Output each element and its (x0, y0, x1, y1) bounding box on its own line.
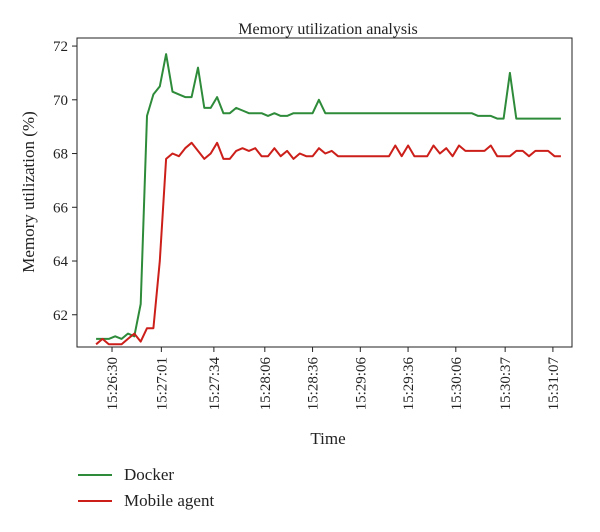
series-lines (95, 53, 561, 346)
x-axis-title: Time (310, 429, 345, 448)
x-tick-label: 15:31:07 (546, 357, 562, 411)
x-axis-ticks: 15:26:30 15:27:01 15:27:34 15:28:06 15:28:36… (105, 347, 562, 410)
x-tick-label: 15:29:06 (353, 357, 369, 411)
legend-swatch-docker (78, 474, 112, 476)
x-tick-label: 15:27:34 (207, 357, 223, 411)
legend-item-docker: Docker (78, 462, 214, 488)
y-tick-label: 66 (53, 200, 69, 216)
y-axis-ticks: 62 64 66 68 70 72 (53, 39, 77, 324)
series-line-docker (96, 53, 561, 340)
x-tick-label: 15:29:36 (401, 357, 417, 411)
legend-label-docker: Docker (124, 465, 175, 484)
y-axis-title: Memory utilization (%) (19, 111, 38, 272)
chart-title: Memory utilization analysis (238, 21, 418, 38)
y-tick-label: 70 (53, 93, 68, 109)
legend-item-mobile-agent: Mobile agent (78, 488, 214, 514)
x-tick-label: 15:28:06 (258, 357, 274, 411)
x-tick-label: 15:27:01 (154, 357, 170, 410)
x-tick-label: 15:30:37 (498, 357, 514, 411)
legend-swatch-mobile-agent (78, 500, 112, 502)
legend: Docker Mobile agent (78, 462, 214, 514)
x-tick-label: 15:28:36 (306, 357, 322, 411)
x-tick-label: 15:26:30 (105, 357, 121, 410)
y-tick-label: 62 (53, 308, 68, 324)
series-line-mobile-agent (95, 141, 561, 346)
x-tick-label: 15:30:06 (449, 357, 465, 411)
y-tick-label: 64 (53, 254, 69, 270)
y-tick-label: 68 (53, 147, 68, 163)
legend-label-mobile-agent: Mobile agent (124, 491, 215, 510)
y-tick-label: 72 (53, 39, 68, 55)
plot-frame (76, 37, 573, 348)
